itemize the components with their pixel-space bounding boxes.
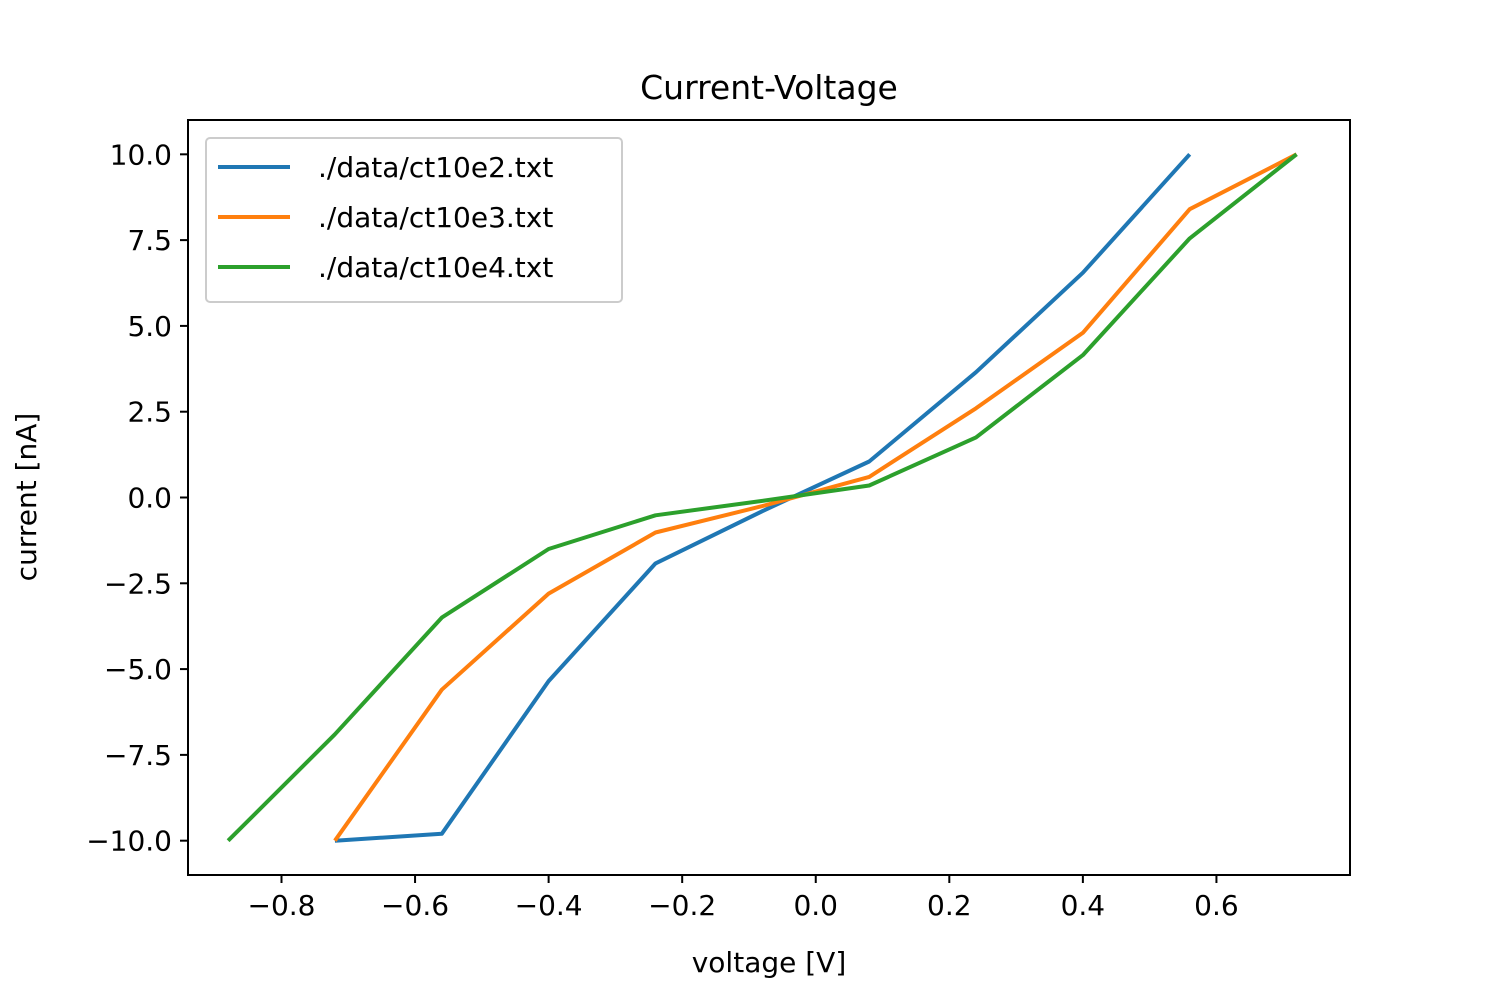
legend-box bbox=[205, 137, 623, 303]
y-axis-label: current [nA] bbox=[10, 413, 43, 582]
y-tick-label: −7.5 bbox=[104, 739, 172, 772]
legend: ./data/ct10e2.txt ./data/ct10e3.txt ./data… bbox=[205, 137, 623, 303]
legend-label-1: ./data/ct10e2.txt bbox=[318, 151, 553, 184]
series-line-3 bbox=[226, 152, 1298, 843]
x-tick-label: 0.4 bbox=[1061, 889, 1106, 922]
y-tick-label: −10.0 bbox=[86, 825, 172, 858]
x-tick-label: −0.8 bbox=[247, 889, 315, 922]
legend-label-3: ./data/ct10e4.txt bbox=[318, 251, 553, 284]
x-tick-label: −0.4 bbox=[515, 889, 583, 922]
x-tick-label: 0.6 bbox=[1194, 889, 1239, 922]
plot-lines bbox=[226, 152, 1298, 843]
x-tick-label: −0.6 bbox=[381, 889, 449, 922]
y-tick-label: −5.0 bbox=[104, 653, 172, 686]
legend-label-2: ./data/ct10e3.txt bbox=[318, 201, 553, 234]
chart-title: Current-Voltage bbox=[640, 68, 898, 107]
y-tick-label: 10.0 bbox=[110, 138, 172, 171]
y-tick-label: 5.0 bbox=[127, 310, 172, 343]
x-axis: −0.8 −0.6 −0.4 −0.2 0.0 0.2 0.4 0.6 bbox=[247, 875, 1239, 922]
y-tick-label: 2.5 bbox=[127, 396, 172, 429]
y-tick-label: 0.0 bbox=[127, 482, 172, 515]
y-tick-label: 7.5 bbox=[127, 224, 172, 257]
x-tick-label: −0.2 bbox=[648, 889, 716, 922]
x-tick-label: 0.2 bbox=[927, 889, 972, 922]
y-tick-label: −2.5 bbox=[104, 567, 172, 600]
series-line-1 bbox=[334, 152, 1192, 843]
x-axis-label: voltage [V] bbox=[692, 946, 847, 979]
x-tick-label: 0.0 bbox=[793, 889, 838, 922]
y-axis: 10.0 7.5 5.0 2.5 0.0 −2.5 −5.0 −7.5 −10.0 bbox=[86, 138, 188, 858]
